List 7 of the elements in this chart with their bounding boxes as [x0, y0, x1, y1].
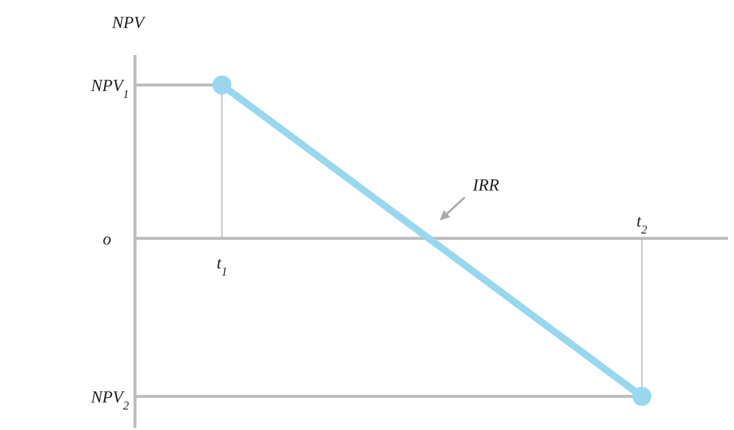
ref-line-label: NPV$_{2}$ — [90, 387, 130, 412]
annotation: IRR — [472, 175, 500, 194]
x-tick-label: t$_{2}$ — [636, 211, 648, 236]
ref-line-label: NPV$_{1}$ — [90, 76, 129, 102]
y-axis-title: NPV — [111, 13, 147, 32]
x-tick-label: t$_{1}$ — [216, 253, 228, 278]
text: o — [102, 229, 112, 248]
